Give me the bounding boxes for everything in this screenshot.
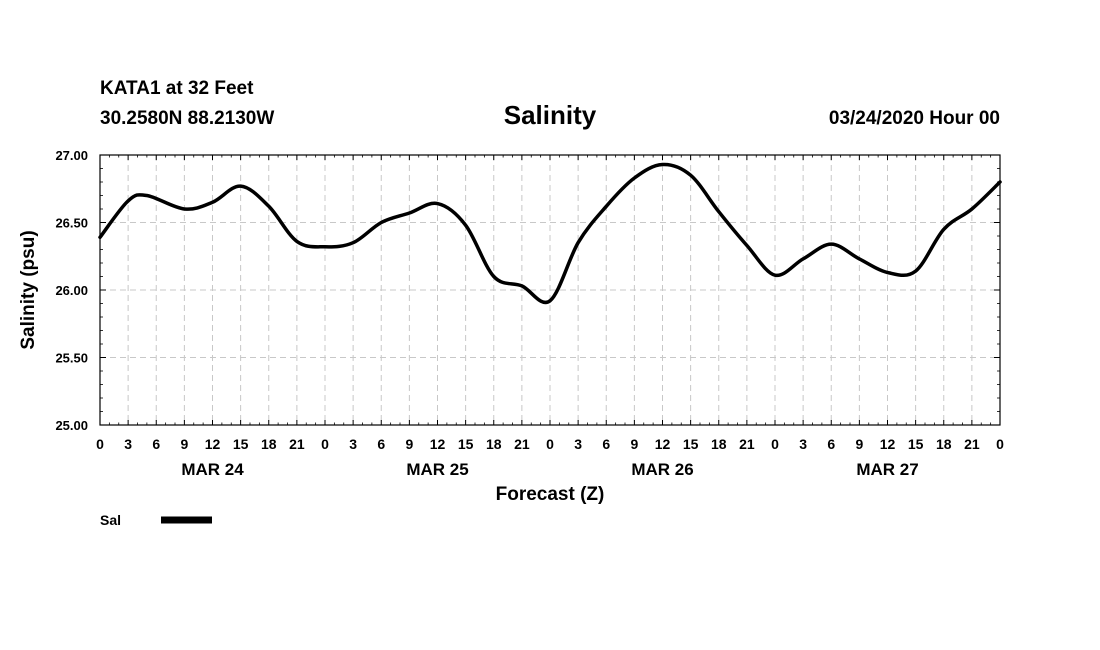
y-tick-label: 26.50 [55, 216, 88, 231]
x-tick-label: 9 [180, 436, 188, 452]
y-axis-title: Salinity (psu) [18, 230, 39, 349]
coordinates-label: 30.2580N 88.2130W [100, 108, 274, 129]
x-axis-title: Forecast (Z) [496, 484, 605, 505]
x-tick-label: 18 [486, 436, 502, 452]
x-tick-label: 0 [996, 436, 1004, 452]
x-tick-label: 3 [799, 436, 807, 452]
x-tick-label: 3 [349, 436, 357, 452]
y-tick-label: 25.50 [55, 351, 88, 366]
date-label: MAR 27 [856, 460, 918, 479]
salinity-series-line [98, 162, 1002, 305]
x-tick-label: 12 [655, 436, 671, 452]
plot-frame [99, 154, 1001, 426]
x-tick-label: 12 [880, 436, 896, 452]
date-label: MAR 25 [406, 460, 468, 479]
y-tick-labels: 25.00 25.50 26.00 26.50 27.00 [55, 148, 88, 433]
x-tick-label: 9 [405, 436, 413, 452]
x-tick-label: 6 [152, 436, 160, 452]
x-tick-label: 21 [514, 436, 530, 452]
x-tick-label: 12 [205, 436, 221, 452]
x-tick-label: 6 [377, 436, 385, 452]
x-tick-label: 18 [261, 436, 277, 452]
x-tick-label: 0 [321, 436, 329, 452]
legend-label: Sal [100, 512, 121, 528]
x-tick-label: 6 [827, 436, 835, 452]
forecast-datetime: 03/24/2020 Hour 00 [829, 108, 1000, 129]
x-tick-label: 21 [289, 436, 305, 452]
station-label: KATA1 at 32 Feet [100, 78, 254, 99]
grid-lines [100, 155, 1000, 425]
x-tick-labels: 0 3 6 9 12 15 18 21 0 3 6 9 12 15 18 21 0 3 6 9 12 15 18 21 0 3 6 9… [96, 436, 1004, 452]
y-tick-label: 26.00 [55, 283, 88, 298]
date-labels: MAR 24 MAR 25 MAR 26 MAR 27 [181, 460, 918, 479]
x-tick-label: 3 [124, 436, 132, 452]
y-tick-label: 25.00 [55, 418, 88, 433]
x-tick-label: 0 [771, 436, 779, 452]
x-tick-label: 0 [96, 436, 104, 452]
x-tick-label: 15 [683, 436, 699, 452]
x-tick-label: 21 [739, 436, 755, 452]
x-tick-label: 0 [546, 436, 554, 452]
y-tick-label: 27.00 [55, 148, 88, 163]
date-label: MAR 26 [631, 460, 693, 479]
chart-title: Salinity [504, 100, 597, 130]
x-tick-label: 3 [574, 436, 582, 452]
x-tick-label: 15 [233, 436, 249, 452]
x-tick-label: 15 [458, 436, 474, 452]
x-tick-label: 9 [630, 436, 638, 452]
x-tick-label: 18 [936, 436, 952, 452]
date-label: MAR 24 [181, 460, 244, 479]
x-tick-label: 12 [430, 436, 446, 452]
x-tick-label: 15 [908, 436, 924, 452]
x-tick-label: 18 [711, 436, 727, 452]
x-tick-label: 6 [602, 436, 610, 452]
x-tick-label: 9 [855, 436, 863, 452]
x-tick-label: 21 [964, 436, 980, 452]
